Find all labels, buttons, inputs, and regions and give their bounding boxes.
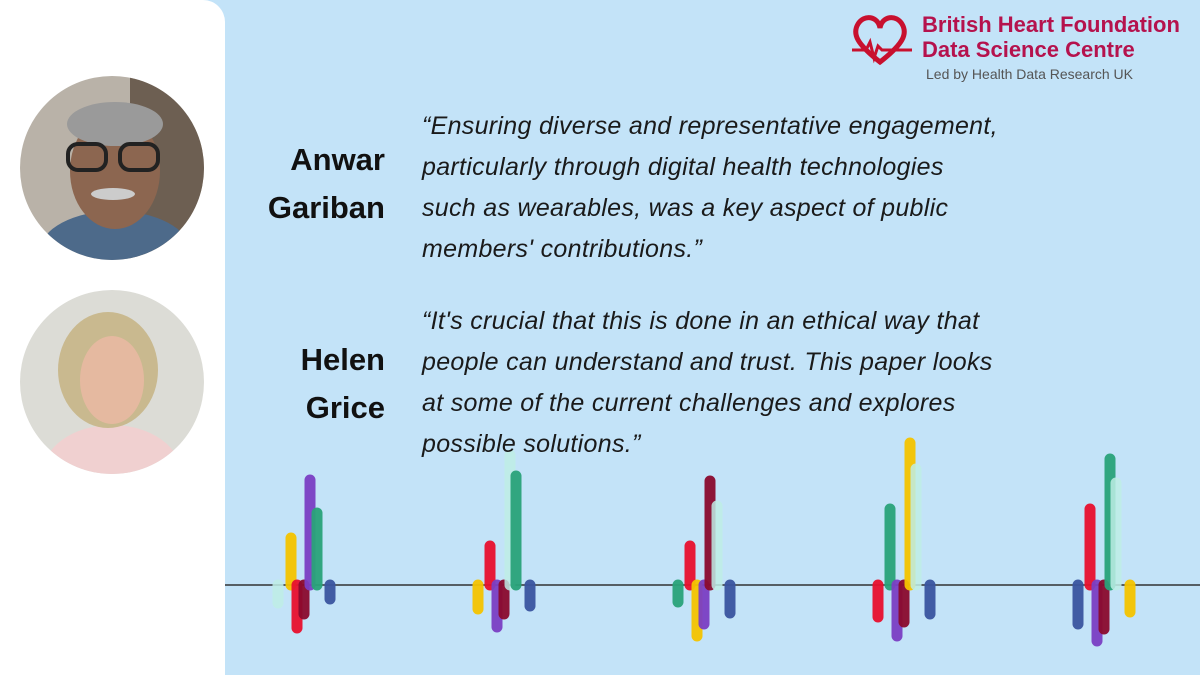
- name-line: Helen: [300, 342, 385, 377]
- quote: “Ensuring diverse and representative eng…: [422, 106, 998, 270]
- quote-line: possible solutions.”: [422, 430, 641, 458]
- heart-logo: [852, 15, 912, 66]
- quote-line: at some of the current challenges and ex…: [422, 389, 956, 417]
- logo-line: Data Science Centre: [922, 37, 1135, 62]
- quote-line: “Ensuring diverse and representative eng…: [422, 112, 998, 140]
- name-line: Anwar: [290, 142, 385, 177]
- quote-line: such as wearables, was a key aspect of p…: [422, 194, 949, 222]
- portrait: [20, 290, 204, 474]
- quote-line: “It's crucial that this is done in an et…: [422, 307, 980, 335]
- logo-line: British Heart Foundation: [922, 12, 1180, 37]
- person-name: Helen Grice: [301, 336, 385, 432]
- logo-subtitle: Led by Health Data Research UK: [926, 66, 1133, 82]
- quote-line: people can understand and trust. This pa…: [422, 348, 993, 376]
- logo-title: British Heart Foundation Data Science Ce…: [922, 12, 1180, 62]
- name-line: Gariban: [267, 190, 385, 225]
- portrait-art: [20, 76, 204, 260]
- name-line: Grice: [305, 390, 385, 425]
- quote-line: particularly through digital health tech…: [422, 153, 944, 181]
- decorative-bars: [272, 437, 1136, 647]
- portrait: [20, 76, 204, 260]
- quote: “It's crucial that this is done in an et…: [422, 301, 993, 465]
- quote-line: members' contributions.”: [422, 235, 703, 263]
- portrait-art: [20, 290, 204, 474]
- person-name: Anwar Gariban: [268, 136, 385, 232]
